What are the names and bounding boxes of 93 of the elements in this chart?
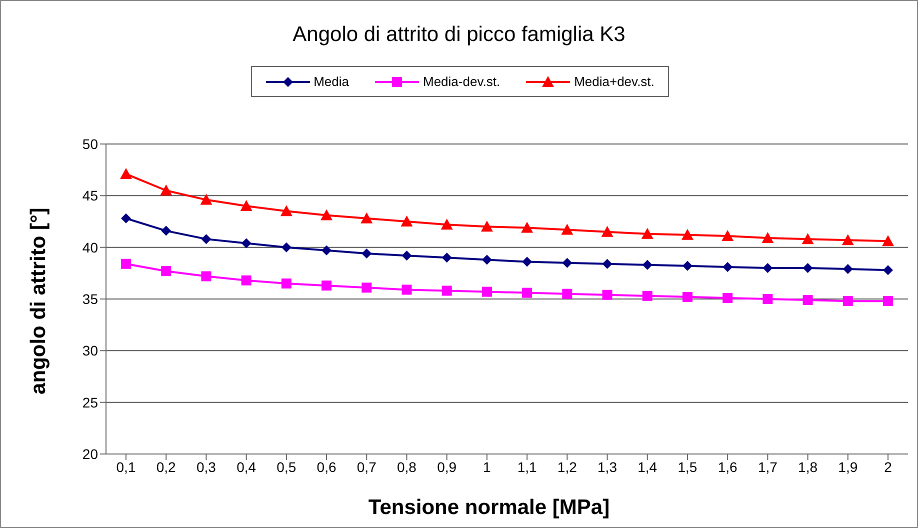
y-tick-label: 40 [82, 239, 98, 256]
point [400, 216, 413, 226]
point [320, 209, 333, 220]
point [802, 263, 813, 273]
x-tick-label: 2 [884, 458, 892, 475]
point [482, 286, 492, 297]
point [802, 233, 814, 244]
x-tick-label: 0,6 [316, 458, 336, 475]
point [561, 224, 574, 235]
point [842, 234, 854, 246]
point [722, 262, 733, 272]
point [522, 288, 532, 298]
point [240, 200, 252, 211]
point [762, 232, 774, 244]
x-tick-label: 0,5 [276, 458, 296, 475]
point [160, 184, 172, 196]
point [322, 245, 332, 256]
point [762, 294, 773, 304]
point [241, 238, 252, 248]
point [402, 284, 412, 295]
legend-label: Media-dev.st. [423, 74, 500, 89]
point [442, 252, 452, 263]
point [120, 168, 132, 179]
point [322, 280, 332, 291]
point [642, 290, 652, 301]
y-tick-label: 30 [82, 342, 98, 359]
y-tick-label: 25 [82, 394, 98, 410]
point [802, 295, 813, 306]
point [681, 228, 694, 240]
x-tick-label: 1 [483, 458, 492, 475]
point [480, 220, 493, 232]
point [682, 260, 692, 271]
x-tick-label: 1,3 [598, 458, 618, 475]
point [281, 242, 292, 252]
x-tick-label: 0,8 [397, 458, 417, 475]
chart-title: Angolo di attrito di picco famiglia K3 [292, 23, 626, 47]
x-tick-label: 0,3 [196, 458, 216, 475]
point [882, 235, 894, 246]
point [121, 213, 131, 224]
x-tick-label: 1,7 [758, 458, 778, 475]
y-tick-label: 20 [82, 446, 98, 462]
x-tick-label: 1,2 [557, 458, 578, 475]
x-tick-label: 0,9 [437, 458, 457, 475]
point [642, 260, 652, 270]
x-tick-label: 1,1 [517, 458, 537, 475]
x-tick-label: 0,1 [116, 458, 136, 475]
point [562, 288, 572, 299]
x-tick-label: 0,7 [356, 458, 377, 475]
x-tick-label: 0,2 [156, 458, 176, 475]
point [722, 230, 734, 241]
x-tick-label: 1,9 [838, 458, 858, 475]
point [641, 228, 654, 239]
point [201, 271, 212, 282]
point [602, 258, 612, 269]
point [161, 266, 172, 276]
y-tick-label: 50 [82, 136, 98, 152]
point [842, 296, 853, 306]
x-tick-label: 1,6 [718, 458, 738, 475]
x-axis-title: Tensione normale [MPa] [367, 496, 611, 520]
point [842, 264, 853, 274]
y-tick-label: 45 [82, 188, 98, 204]
y-axis-title: angolo di attrito [°] [27, 208, 51, 394]
point [402, 250, 412, 261]
legend-label: Media+dev.st. [574, 74, 654, 89]
point [362, 282, 372, 293]
point [682, 292, 692, 302]
legend-label: Media [314, 74, 349, 89]
point [241, 275, 252, 286]
point [440, 218, 453, 230]
point [280, 205, 292, 216]
point [562, 258, 572, 268]
point [200, 194, 212, 205]
x-tick-label: 1,5 [678, 458, 698, 475]
point [883, 265, 893, 276]
point [762, 263, 773, 273]
point [521, 222, 534, 233]
point [442, 286, 452, 296]
x-tick-label: 1,4 [638, 458, 658, 475]
point [522, 256, 532, 267]
point [883, 296, 893, 306]
point [121, 258, 131, 269]
point [601, 226, 614, 237]
point [360, 212, 373, 224]
point [602, 290, 612, 300]
x-tick-label: 0,4 [236, 458, 256, 475]
y-tick-label: 35 [82, 290, 98, 307]
point [482, 254, 492, 265]
point [201, 234, 212, 244]
point [362, 248, 372, 259]
point [281, 278, 292, 288]
point [722, 292, 733, 303]
x-tick-label: 1,8 [798, 458, 818, 475]
point [161, 226, 172, 236]
